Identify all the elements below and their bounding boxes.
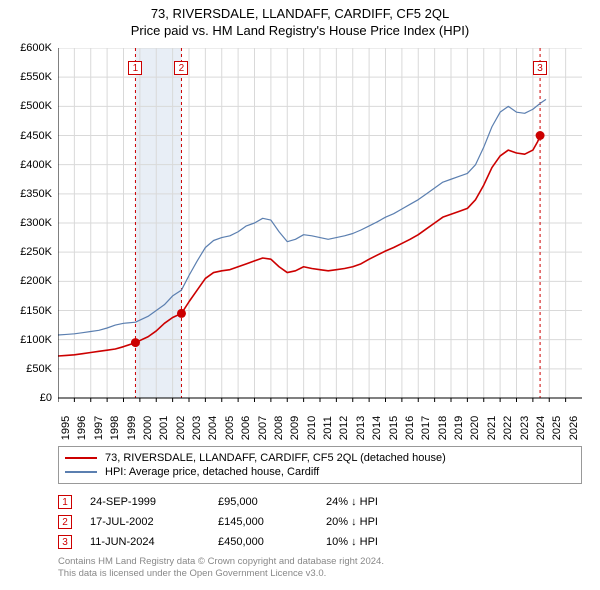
x-tick-label: 2000 bbox=[140, 416, 154, 440]
event-pct: 10% ↓ HPI bbox=[326, 536, 378, 548]
x-tick-label: 2010 bbox=[304, 416, 318, 440]
event-date: 24-SEP-1999 bbox=[90, 496, 200, 508]
x-tick-label: 2006 bbox=[238, 416, 252, 440]
footer-line-2: This data is licensed under the Open Gov… bbox=[58, 568, 582, 580]
legend-swatch bbox=[65, 457, 97, 459]
titles: 73, RIVERSDALE, LLANDAFF, CARDIFF, CF5 2… bbox=[0, 0, 600, 38]
y-tick-label: £50K bbox=[26, 363, 52, 375]
x-tick-label: 2004 bbox=[205, 416, 219, 440]
x-tick-label: 2007 bbox=[255, 416, 269, 440]
event-marker-box: 3 bbox=[58, 535, 72, 549]
footer: Contains HM Land Registry data © Crown c… bbox=[58, 556, 582, 581]
title-sub: Price paid vs. HM Land Registry's House … bbox=[0, 23, 600, 38]
legend-item: HPI: Average price, detached house, Card… bbox=[65, 465, 575, 479]
x-axis-labels: 1995199619971998199920002001200220032004… bbox=[58, 402, 582, 438]
x-tick-label: 1998 bbox=[107, 416, 121, 440]
x-tick-label: 2018 bbox=[435, 416, 449, 440]
x-tick-label: 2009 bbox=[287, 416, 301, 440]
event-marker-3: 3 bbox=[533, 61, 547, 75]
x-tick-label: 2021 bbox=[484, 416, 498, 440]
x-tick-label: 2001 bbox=[156, 416, 170, 440]
x-tick-label: 2025 bbox=[549, 416, 563, 440]
event-row: 1 24-SEP-1999 £95,000 24% ↓ HPI bbox=[58, 492, 582, 512]
event-pct: 24% ↓ HPI bbox=[326, 496, 378, 508]
x-tick-label: 2019 bbox=[451, 416, 465, 440]
x-tick-label: 2024 bbox=[533, 416, 547, 440]
event-marker-1: 1 bbox=[128, 61, 142, 75]
x-tick-label: 1999 bbox=[124, 416, 138, 440]
x-tick-label: 2016 bbox=[402, 416, 416, 440]
x-tick-label: 1996 bbox=[74, 416, 88, 440]
legend-swatch bbox=[65, 471, 97, 473]
event-price: £145,000 bbox=[218, 516, 308, 528]
title-main: 73, RIVERSDALE, LLANDAFF, CARDIFF, CF5 2… bbox=[0, 6, 600, 21]
event-date: 11-JUN-2024 bbox=[90, 536, 200, 548]
event-row: 2 17-JUL-2002 £145,000 20% ↓ HPI bbox=[58, 512, 582, 532]
event-pct: 20% ↓ HPI bbox=[326, 516, 378, 528]
event-marker-box: 2 bbox=[58, 515, 72, 529]
y-axis-labels: £0£50K£100K£150K£200K£250K£300K£350K£400… bbox=[0, 48, 56, 398]
x-tick-label: 2002 bbox=[173, 416, 187, 440]
y-tick-label: £300K bbox=[20, 217, 52, 229]
x-tick-label: 1995 bbox=[58, 416, 72, 440]
event-marker-2: 2 bbox=[174, 61, 188, 75]
x-tick-label: 2014 bbox=[369, 416, 383, 440]
y-tick-label: £0 bbox=[40, 392, 52, 404]
events-table: 1 24-SEP-1999 £95,000 24% ↓ HPI 2 17-JUL-2002… bbox=[58, 492, 582, 552]
footer-line-1: Contains HM Land Registry data © Crown c… bbox=[58, 556, 582, 568]
x-tick-label: 2003 bbox=[189, 416, 203, 440]
x-tick-label: 2015 bbox=[386, 416, 400, 440]
chart-container: 73, RIVERSDALE, LLANDAFF, CARDIFF, CF5 2… bbox=[0, 0, 600, 590]
legend-item: 73, RIVERSDALE, LLANDAFF, CARDIFF, CF5 2… bbox=[65, 451, 575, 465]
chart-area: 1 2 3 bbox=[58, 48, 582, 398]
x-tick-label: 2012 bbox=[336, 416, 350, 440]
x-tick-label: 2013 bbox=[353, 416, 367, 440]
event-marker-box: 1 bbox=[58, 495, 72, 509]
y-tick-label: £150K bbox=[20, 305, 52, 317]
y-tick-label: £500K bbox=[20, 100, 52, 112]
y-tick-label: £100K bbox=[20, 334, 52, 346]
y-tick-label: £350K bbox=[20, 188, 52, 200]
x-tick-label: 2008 bbox=[271, 416, 285, 440]
y-tick-label: £450K bbox=[20, 130, 52, 142]
x-tick-label: 2023 bbox=[517, 416, 531, 440]
event-price: £450,000 bbox=[218, 536, 308, 548]
event-date: 17-JUL-2002 bbox=[90, 516, 200, 528]
y-tick-label: £250K bbox=[20, 246, 52, 258]
y-tick-label: £550K bbox=[20, 71, 52, 83]
event-row: 3 11-JUN-2024 £450,000 10% ↓ HPI bbox=[58, 532, 582, 552]
legend-label: 73, RIVERSDALE, LLANDAFF, CARDIFF, CF5 2… bbox=[105, 452, 446, 464]
y-tick-label: £600K bbox=[20, 42, 52, 54]
x-tick-label: 2020 bbox=[467, 416, 481, 440]
x-tick-label: 2011 bbox=[320, 416, 334, 440]
x-tick-label: 2017 bbox=[418, 416, 432, 440]
legend-label: HPI: Average price, detached house, Card… bbox=[105, 466, 319, 478]
x-tick-label: 2026 bbox=[566, 416, 580, 440]
y-tick-label: £400K bbox=[20, 159, 52, 171]
x-tick-label: 2022 bbox=[500, 416, 514, 440]
y-tick-label: £200K bbox=[20, 275, 52, 287]
legend: 73, RIVERSDALE, LLANDAFF, CARDIFF, CF5 2… bbox=[58, 446, 582, 484]
x-tick-label: 2005 bbox=[222, 416, 236, 440]
event-price: £95,000 bbox=[218, 496, 308, 508]
x-tick-label: 1997 bbox=[91, 416, 105, 440]
